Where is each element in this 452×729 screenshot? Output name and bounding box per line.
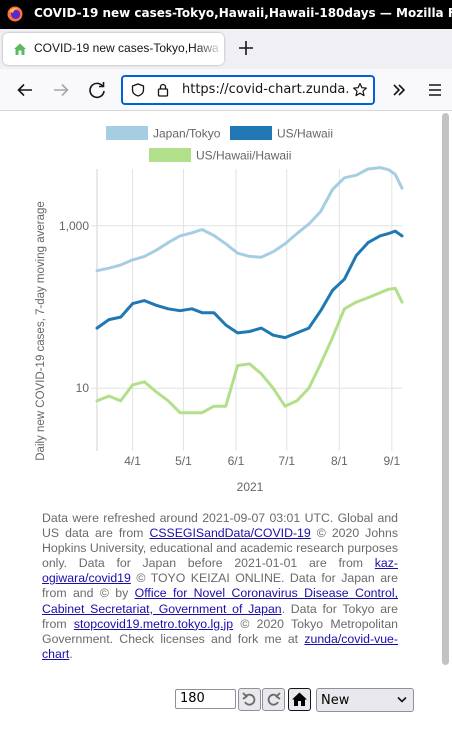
url-text[interactable]: https://covid-chart.zunda.ninja/ [182, 82, 348, 97]
days-input[interactable]: 180 [175, 689, 236, 709]
undo-arrow-icon [242, 692, 256, 706]
x-tick-label-6-1: 6/1 [228, 454, 245, 468]
chart-controls: 180 New [0, 688, 440, 714]
series-line-us-hawaii-hawaii [95, 286, 404, 415]
green-house-favicon-icon [14, 43, 26, 55]
legend-label-us-hawaii-hawaii: US/Hawaii/Hawaii [196, 149, 291, 163]
tab-title-fade [196, 33, 224, 65]
x-tick-label-7-1: 7/1 [278, 454, 295, 468]
legend-swatch-us-hawaii [230, 126, 272, 140]
chart-legend: Japan/Tokyo US/Hawaii US/Hawaii/Hawaii [106, 126, 333, 163]
link-stopcovid19-tokyo[interactable]: stopcovid19.metro.tokyo.lg.jp [73, 616, 234, 631]
tab-active[interactable]: COVID-19 new cases-Tokyo,Hawaii,Hawaii-1… [3, 33, 224, 65]
data-attribution: Data were refreshed around 2021-09-07 03… [42, 511, 398, 662]
mode-select[interactable]: New [316, 688, 414, 712]
link-cssegisanddata[interactable]: CSSEGISandData/COVID-19 [149, 526, 311, 541]
chevron-double-right-icon[interactable] [386, 77, 412, 103]
window-title-bar: COVID-19 new cases-Tokyo,Hawaii,Hawaii-1… [0, 0, 452, 29]
lock-icon[interactable] [156, 83, 170, 97]
home-button[interactable] [288, 688, 311, 711]
back-arrow-icon[interactable] [12, 77, 38, 103]
tracking-protection-shield-icon[interactable] [131, 83, 145, 97]
firefox-logo-icon [7, 6, 23, 22]
attribution-text: © TOYO KEIZAI ONLINE. Data for Japan are… [42, 571, 398, 601]
tab-title: COVID-19 new cases-Tokyo,Hawaii,Hawaii-1… [34, 41, 219, 55]
redo-button[interactable] [262, 688, 285, 711]
star-icon[interactable] [352, 82, 368, 98]
url-bar[interactable]: https://covid-chart.zunda.ninja/ [121, 75, 375, 105]
hamburger-menu-icon[interactable] [422, 77, 448, 103]
series-line-japan-tokyo [95, 166, 404, 273]
x-axis-title: 2021 [237, 480, 264, 494]
attribution-text: . Data for Tokyo are from [42, 601, 398, 631]
home-icon [292, 692, 307, 706]
attribution-text: © 2020 Tokyo Metropolitan Government. Ch… [42, 616, 398, 646]
legend-swatch-japan-tokyo [106, 126, 148, 140]
y-tick-label-1000: 1,000 [59, 219, 89, 233]
tab-strip: COVID-19 new cases-Tokyo,Hawaii,Hawaii-1… [0, 29, 452, 69]
y-tick-label-10: 10 [76, 381, 90, 395]
scrollbar-thumb[interactable] [442, 113, 449, 665]
link-covid-vue-chart[interactable]: zunda/covid-vue-chart [42, 631, 398, 661]
x-tick-label-5-1: 5/1 [175, 454, 192, 468]
attribution-text: Data were refreshed around 2021-09-07 03… [42, 511, 398, 541]
attribution-text: © 2020 Johns Hopkins University, educati… [42, 526, 398, 571]
legend-swatch-us-hawaii-hawaii [149, 148, 191, 162]
chevron-down-icon [397, 696, 407, 703]
link-cabinet-secretariat[interactable]: Office for Novel Coronavirus Disease Con… [42, 586, 399, 616]
window-title: COVID-19 new cases-Tokyo,Hawaii,Hawaii-1… [34, 6, 452, 20]
navigation-toolbar: https://covid-chart.zunda.ninja/ [0, 69, 452, 111]
link-kaz-ogiwara[interactable]: kaz-ogiwara/covid19 [42, 556, 398, 586]
page-content: Japan/Tokyo US/Hawaii US/Hawaii/Hawaii D… [0, 112, 452, 729]
legend-label-us-hawaii: US/Hawaii [277, 127, 333, 141]
x-tick-label-4-1: 4/1 [124, 454, 141, 468]
attribution-text: . [69, 646, 73, 661]
chart-grid [91, 169, 402, 451]
plus-icon[interactable] [235, 37, 257, 59]
mode-select-value: New [321, 693, 350, 708]
x-tick-label-9-1: 9/1 [383, 454, 400, 468]
undo-button[interactable] [238, 688, 261, 711]
page-scrollbar[interactable] [440, 112, 452, 729]
reload-icon[interactable] [84, 77, 110, 103]
redo-arrow-icon [267, 692, 281, 706]
covid-line-chart: Japan/Tokyo US/Hawaii US/Hawaii/Hawaii D… [35, 126, 404, 494]
x-tick-label-8-1: 8/1 [331, 454, 348, 468]
forward-arrow-icon[interactable] [48, 77, 74, 103]
legend-label-japan-tokyo: Japan/Tokyo [153, 127, 221, 141]
series-line-us-hawaii [95, 229, 404, 340]
chart-series [95, 166, 404, 415]
y-axis-title: Daily new COVID-19 cases, 7-day moving a… [35, 201, 47, 461]
